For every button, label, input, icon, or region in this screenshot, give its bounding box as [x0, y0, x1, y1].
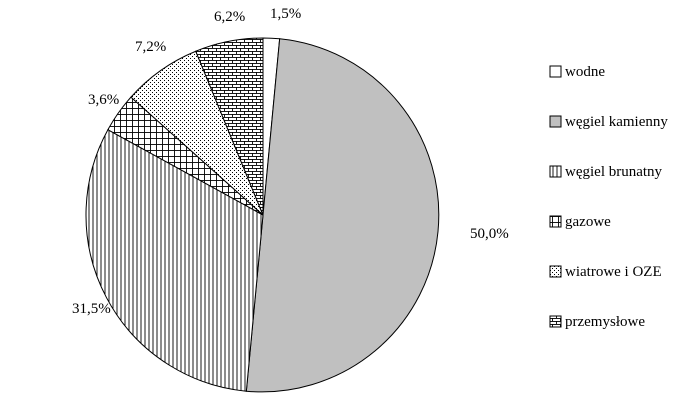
legend-item: gazowe	[549, 214, 611, 230]
slice-value-label: 1,5%	[270, 6, 301, 22]
slice-value-label: 6,2%	[214, 9, 245, 25]
legend-item: przemysłowe	[549, 314, 645, 330]
legend-label: węgiel brunatny	[565, 164, 663, 180]
legend-swatch	[549, 165, 562, 178]
legend-label: gazowe	[565, 214, 611, 230]
legend-item: węgiel brunatny	[549, 164, 663, 180]
legend-item: wiatrowe i OZE	[549, 264, 662, 280]
legend-swatch	[549, 315, 562, 328]
legend-swatch	[549, 115, 562, 128]
pie-value-labels: 1,5% 50,0% 31,5% 3,6% 7,2% 6,2%	[72, 6, 509, 317]
slice-value-label: 31,5%	[72, 301, 111, 317]
legend-swatch	[549, 65, 562, 78]
slice-value-label: 50,0%	[470, 226, 509, 242]
slice-value-label: 7,2%	[135, 39, 166, 55]
pie-slices	[85, 37, 440, 393]
legend-label: przemysłowe	[565, 314, 645, 330]
legend-swatch	[549, 215, 562, 228]
legend-item: wodne	[549, 64, 605, 80]
slice-value-label: 3,6%	[88, 92, 119, 108]
pie-slice	[245, 38, 440, 393]
legend-item: węgiel kamienny	[549, 114, 668, 130]
legend-label: wodne	[565, 64, 605, 80]
legend-label: węgiel kamienny	[565, 114, 668, 130]
legend: wodne węgiel kamienny węgiel brunatny gazow…	[549, 64, 668, 330]
legend-label: wiatrowe i OZE	[565, 264, 662, 280]
pie-slice	[195, 37, 264, 216]
pie-slice	[85, 129, 264, 392]
legend-swatch	[549, 265, 562, 278]
